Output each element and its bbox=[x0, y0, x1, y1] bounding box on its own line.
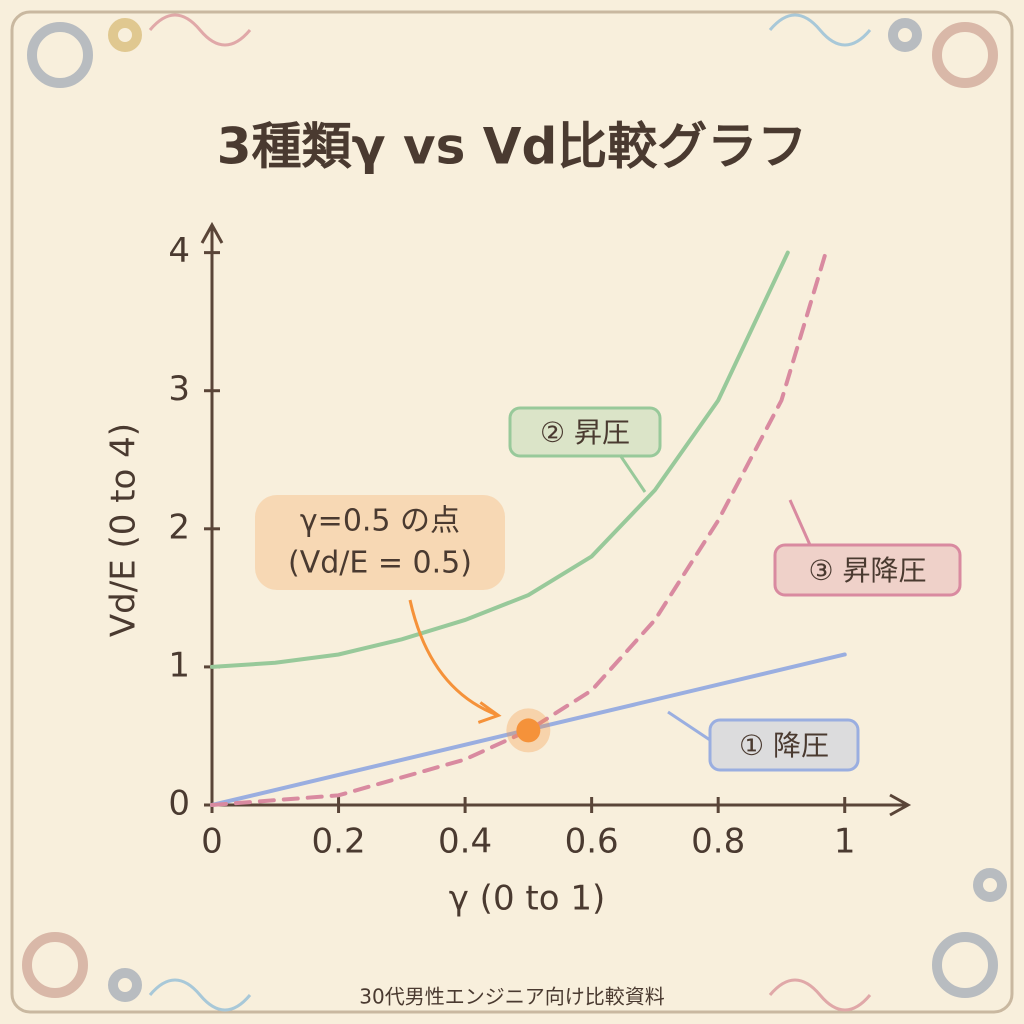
legend-box bbox=[773, 543, 962, 597]
footer: 30代男性エンジニア向け比較資料 bbox=[359, 985, 664, 1009]
legend-label: ③ 昇降圧 bbox=[808, 554, 926, 587]
annotation-arrow bbox=[408, 599, 502, 724]
y-tick-label: 1 bbox=[168, 645, 190, 685]
x-tick-label: 0.8 bbox=[691, 822, 745, 862]
y-tick-label: 3 bbox=[168, 369, 190, 409]
x-tick-label: 1 bbox=[834, 822, 856, 862]
decor-wave bbox=[768, 978, 872, 1012]
decor-wave bbox=[768, 13, 872, 47]
y-axis bbox=[200, 221, 224, 805]
x-tick-label: 0.4 bbox=[438, 822, 492, 862]
y-tick-label: 4 bbox=[168, 231, 190, 271]
decor-wave bbox=[148, 13, 252, 47]
annotation-box bbox=[255, 495, 505, 590]
y-axis-label: Vd/E (0 to 4) bbox=[104, 423, 144, 637]
legend-box bbox=[708, 718, 860, 772]
y-tick-label: 0 bbox=[168, 784, 190, 824]
highlight-point bbox=[516, 718, 541, 743]
frame bbox=[10, 10, 1014, 1014]
callout-pointer bbox=[788, 499, 812, 546]
series-line bbox=[210, 250, 790, 669]
decor bbox=[22, 18, 1007, 1002]
x-tick-label: 0 bbox=[201, 822, 223, 862]
legend-label: ② 昇圧 bbox=[540, 416, 630, 449]
callout-pointer bbox=[618, 454, 647, 493]
legend-box bbox=[508, 406, 662, 458]
x-axis-label: γ (0 to 1) bbox=[449, 879, 605, 919]
callout-pointer bbox=[667, 710, 711, 742]
legend-label: ① 降圧 bbox=[739, 729, 829, 762]
series-line bbox=[210, 250, 828, 807]
chart-title: 3種類γ vs Vd比較グラフ bbox=[217, 118, 808, 176]
annotation-text: (Vd/E = 0.5) bbox=[288, 546, 472, 581]
x-tick-label: 0.6 bbox=[565, 822, 619, 862]
annotation-text: γ=0.5 の点 bbox=[300, 504, 460, 539]
y-tick-label: 2 bbox=[168, 507, 190, 547]
decor-wave bbox=[148, 978, 252, 1012]
x-tick-label: 0.2 bbox=[312, 822, 366, 862]
x-axis bbox=[212, 793, 912, 817]
